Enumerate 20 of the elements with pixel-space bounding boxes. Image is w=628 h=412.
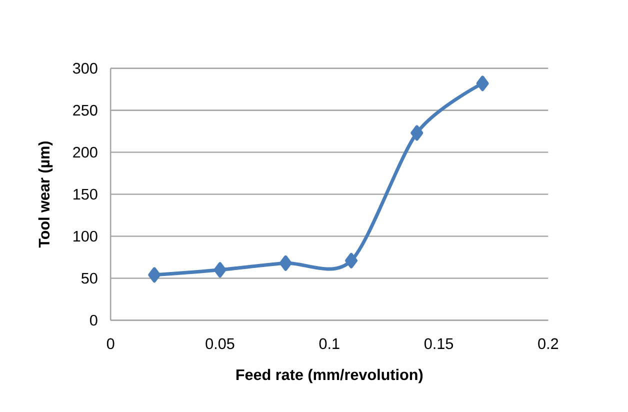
x-tick-label: 0.15 [424, 338, 454, 350]
point [279, 256, 292, 272]
y-tick-label: 300 [72, 63, 98, 74]
x-tick-label: 0.2 [538, 338, 558, 350]
x-tick-label: 0.1 [319, 338, 340, 350]
y-tick-label: 100 [74, 231, 98, 242]
y-tick-label: 150 [74, 189, 98, 200]
x-tick-label: 0 [106, 338, 114, 350]
y-tick-label: 250 [73, 105, 98, 116]
point [476, 76, 489, 92]
x-tick-label: 0.05 [206, 338, 234, 350]
point [148, 267, 161, 283]
y-tick-label: 50 [81, 273, 98, 284]
point [410, 125, 424, 141]
point [214, 262, 226, 278]
y-tick-label: 200 [73, 147, 98, 158]
y-tick-label: 0 [90, 315, 98, 326]
y-axis-title: Tool wear (µm) [38, 142, 53, 248]
point [345, 253, 358, 269]
x-axis-title: Feed rate (mm/revolution) [236, 369, 423, 384]
